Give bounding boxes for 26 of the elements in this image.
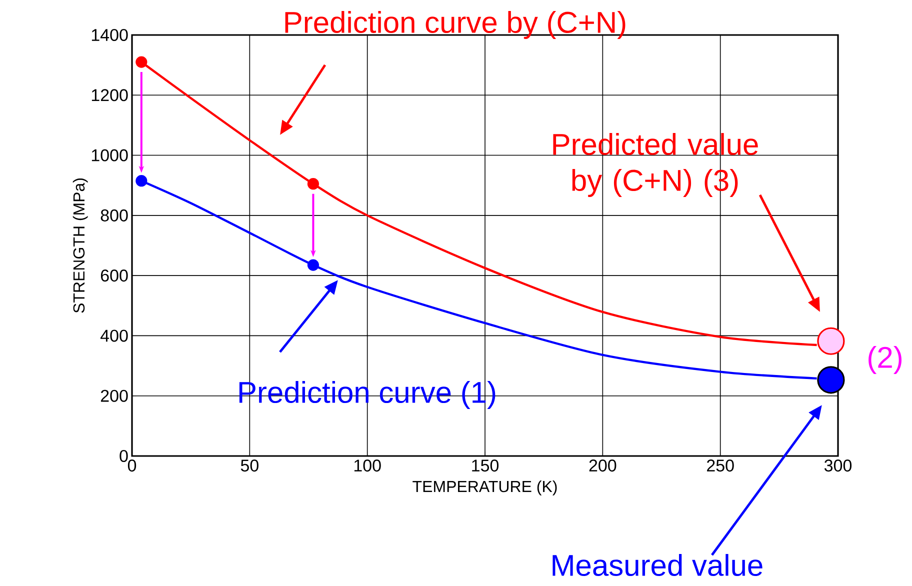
- y-tick-label: 400: [100, 330, 128, 342]
- point: [817, 327, 845, 355]
- y-axis-title: STRENGTH (MPa): [72, 178, 88, 313]
- point: [136, 175, 148, 187]
- y-tick-label: 1200: [92, 89, 128, 102]
- y-tick-label: 600: [100, 270, 128, 282]
- annotation: Prediction curve by (C+N): [285, 10, 626, 39]
- point: [307, 178, 320, 190]
- y-tick-label: 1400: [92, 28, 128, 42]
- text: (2): [868, 346, 902, 374]
- x-tick-label: 0: [128, 460, 136, 472]
- x-axis-title: TEMPERATURE (K): [412, 480, 557, 496]
- x-tick-label: 50: [240, 460, 258, 472]
- point: [817, 366, 845, 394]
- y-tick-label: 0: [120, 450, 128, 462]
- x-tick-label: 150: [472, 460, 499, 472]
- x-tick-label: 200: [589, 460, 616, 472]
- text: Measured value: [552, 554, 762, 576]
- y-tick-label: 800: [100, 209, 128, 222]
- x-tick-label: 300: [824, 460, 852, 472]
- y-tick-label: 1000: [92, 149, 128, 162]
- y-tick-label: 200: [100, 390, 128, 402]
- x-tick-label: 100: [354, 460, 381, 472]
- point: [307, 259, 320, 271]
- point: [136, 56, 148, 68]
- x-tick-label: 250: [707, 460, 734, 472]
